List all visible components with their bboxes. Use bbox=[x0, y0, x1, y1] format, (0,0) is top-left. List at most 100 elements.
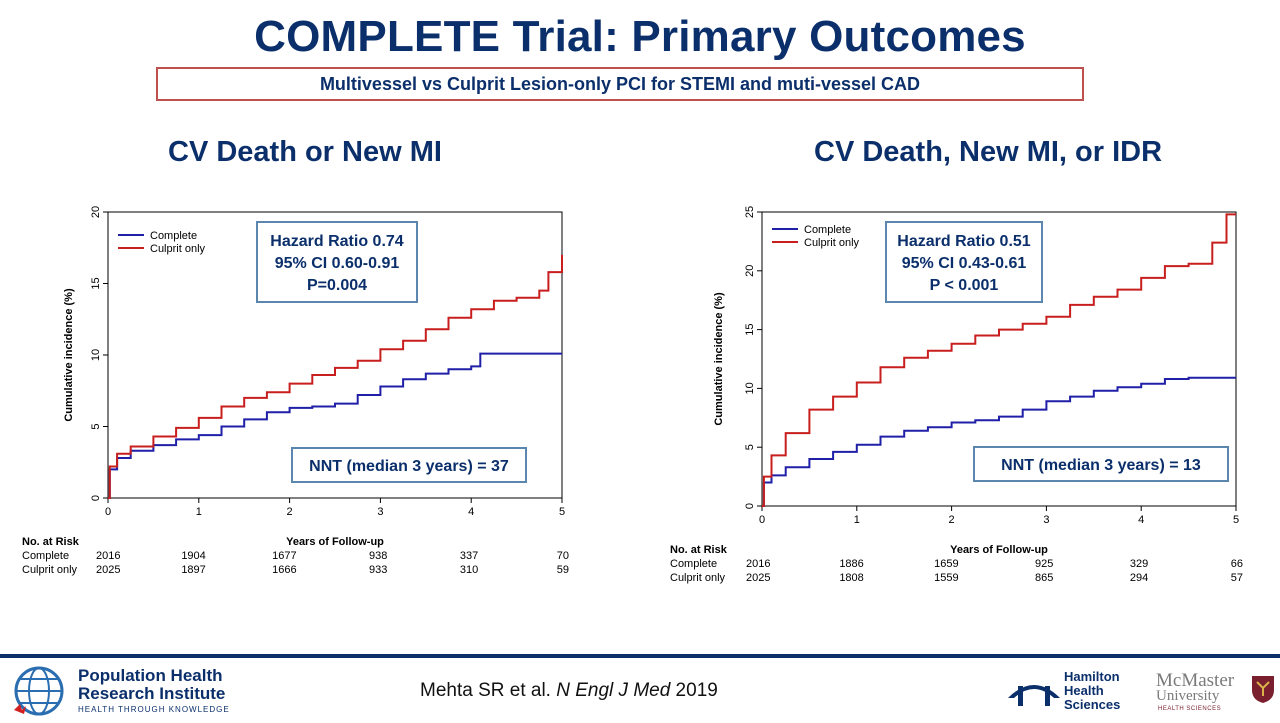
citation-journal: N Engl J Med bbox=[556, 680, 671, 701]
right-at-risk-value: 865 bbox=[1035, 572, 1053, 584]
right-nnt-text: NNT (median 3 years) = 13 bbox=[1001, 457, 1201, 474]
right-legend-label: Culprit only bbox=[804, 237, 860, 249]
right-y-tick-label: 5 bbox=[744, 444, 756, 450]
hhs-line3: Sciences bbox=[1064, 697, 1121, 712]
right-at-risk-value: 1659 bbox=[934, 558, 958, 570]
left-stats-line: Hazard Ratio 0.74 bbox=[270, 233, 403, 250]
phri-tagline: HEALTH THROUGH KNOWLEDGE bbox=[78, 705, 230, 714]
right-x-tick-label: 2 bbox=[949, 514, 955, 526]
left-at-risk-value: 2025 bbox=[96, 564, 120, 576]
left-x-tick-label: 1 bbox=[196, 506, 202, 518]
right-at-risk-value: 1559 bbox=[934, 572, 958, 584]
right-x-tick-label: 3 bbox=[1043, 514, 1049, 526]
footer-divider bbox=[0, 654, 1280, 658]
left-x-tick-label: 3 bbox=[377, 506, 383, 518]
left-y-tick-label: 20 bbox=[90, 206, 102, 218]
right-stats-line: P < 0.001 bbox=[930, 277, 999, 294]
right-y-tick-label: 0 bbox=[744, 503, 756, 509]
right-at-risk-value: 2025 bbox=[746, 572, 770, 584]
left-y-axis-label: Cumulative incidence (%) bbox=[63, 288, 75, 422]
right-at-risk-value: 925 bbox=[1035, 558, 1053, 570]
left-at-risk-row-name: Complete bbox=[22, 550, 69, 562]
hhs-line1: Hamilton bbox=[1064, 669, 1120, 684]
left-x-axis-label: Years of Follow-up bbox=[286, 536, 384, 548]
left-at-risk-label: No. at Risk bbox=[22, 536, 80, 548]
mcmaster-logo: McMaster University HEALTH SCIENCES bbox=[1156, 670, 1276, 716]
left-at-risk-value: 337 bbox=[460, 550, 478, 562]
right-x-axis-label: Years of Follow-up bbox=[950, 544, 1048, 556]
right-at-risk-value: 57 bbox=[1231, 572, 1243, 584]
right-series-complete-line bbox=[762, 376, 1236, 507]
left-at-risk-value: 1904 bbox=[181, 550, 205, 562]
citation-authors: Mehta SR et al. bbox=[420, 680, 557, 701]
right-stats-line: 95% CI 0.43-0.61 bbox=[902, 255, 1027, 272]
hhs-arch-icon bbox=[1008, 685, 1060, 706]
hhs-name: Hamilton Health Sciences bbox=[1064, 670, 1120, 712]
left-series-culprit-only-line bbox=[108, 254, 563, 499]
left-y-tick-label: 15 bbox=[90, 277, 102, 289]
left-series-complete-line bbox=[108, 352, 562, 499]
mcmaster-tagline: HEALTH SCIENCES bbox=[1158, 706, 1222, 712]
right-at-risk-label: No. at Risk bbox=[670, 544, 728, 556]
phri-logo: Population Health Research Institute HEA… bbox=[12, 664, 272, 718]
mcmaster-line2: University bbox=[1156, 688, 1220, 704]
left-nnt-box bbox=[291, 447, 527, 483]
right-stats-line: Hazard Ratio 0.51 bbox=[897, 233, 1030, 250]
crest-icon bbox=[1252, 676, 1274, 703]
citation: Mehta SR et al. N Engl J Med 2019 bbox=[420, 680, 718, 702]
left-x-tick-label: 2 bbox=[287, 506, 293, 518]
left-at-risk-value: 59 bbox=[557, 564, 569, 576]
left-stats-line: P=0.004 bbox=[307, 277, 367, 294]
slide-title: COMPLETE Trial: Primary Outcomes bbox=[254, 12, 1026, 61]
left-legend-label: Complete bbox=[150, 230, 197, 242]
right-at-risk-value: 2016 bbox=[746, 558, 770, 570]
left-at-risk-value: 310 bbox=[460, 564, 478, 576]
left-at-risk-value: 70 bbox=[557, 550, 569, 562]
left-at-risk-value: 1666 bbox=[272, 564, 296, 576]
slide-subtitle: Multivessel vs Culprit Lesion-only PCI f… bbox=[156, 67, 1084, 101]
left-x-tick-label: 0 bbox=[105, 506, 111, 518]
hhs-line2: Health bbox=[1064, 683, 1104, 698]
right-y-tick-label: 15 bbox=[744, 323, 756, 335]
left-at-risk-value: 2016 bbox=[96, 550, 120, 562]
chart-left: 0 1 2 3 4 5 0 5 10 15 20 Cumulative incidence (%) Ye… bbox=[22, 206, 569, 576]
left-at-risk-value: 933 bbox=[369, 564, 387, 576]
right-plot-frame bbox=[761, 211, 1237, 507]
left-x-tick-label: 4 bbox=[468, 506, 474, 518]
left-y-tick-label: 0 bbox=[90, 495, 102, 501]
right-y-tick-label: 25 bbox=[744, 206, 756, 218]
left-at-risk-value: 1897 bbox=[181, 564, 205, 576]
right-at-risk-value: 66 bbox=[1231, 558, 1243, 570]
right-at-risk-value: 294 bbox=[1130, 572, 1148, 584]
left-at-risk-value: 938 bbox=[369, 550, 387, 562]
right-at-risk-value: 1808 bbox=[839, 572, 863, 584]
right-at-risk-value: 329 bbox=[1130, 558, 1148, 570]
left-nnt-text: NNT (median 3 years) = 37 bbox=[309, 458, 509, 475]
right-x-tick-label: 0 bbox=[759, 514, 765, 526]
chart-right-title: CV Death, New MI, or IDR bbox=[814, 136, 1163, 168]
right-nnt-box bbox=[973, 446, 1229, 482]
left-stats-line: 95% CI 0.60-0.91 bbox=[275, 255, 400, 272]
right-at-risk-value: 1886 bbox=[839, 558, 863, 570]
left-at-risk-row-name: Culprit only bbox=[22, 564, 78, 576]
left-stats-box bbox=[256, 221, 418, 303]
left-y-tick-label: 5 bbox=[90, 423, 102, 429]
right-at-risk-row-name: Complete bbox=[670, 558, 717, 570]
phri-name-line2: Research Institute bbox=[78, 684, 226, 703]
hhs-logo: Hamilton Health Sciences bbox=[1006, 668, 1146, 716]
left-x-tick-label: 5 bbox=[559, 506, 565, 518]
left-y-tick-label: 10 bbox=[90, 349, 102, 361]
right-x-tick-label: 1 bbox=[854, 514, 860, 526]
citation-year: 2019 bbox=[670, 680, 718, 701]
right-series-culprit-only-line bbox=[762, 213, 1236, 507]
right-y-axis-label: Cumulative incidence (%) bbox=[713, 292, 725, 426]
left-legend-label: Culprit only bbox=[150, 243, 206, 255]
right-x-tick-label: 5 bbox=[1233, 514, 1239, 526]
right-legend-label: Complete bbox=[804, 224, 851, 236]
mcmaster-line1: McMaster bbox=[1156, 670, 1235, 691]
right-y-tick-label: 10 bbox=[744, 382, 756, 394]
globe-icon bbox=[14, 666, 64, 716]
left-at-risk-value: 1677 bbox=[272, 550, 296, 562]
right-stats-box bbox=[885, 221, 1043, 303]
right-y-tick-label: 20 bbox=[744, 265, 756, 277]
